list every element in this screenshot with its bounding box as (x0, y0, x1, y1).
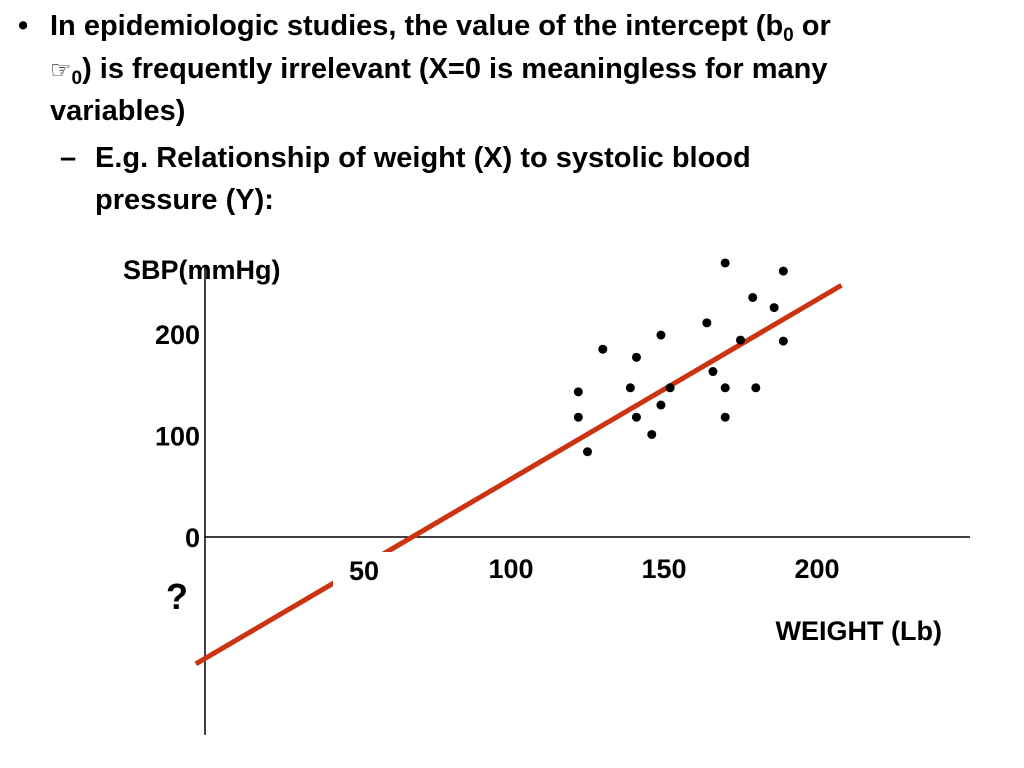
x-tick-label: 50 (349, 556, 379, 586)
data-point (702, 318, 712, 328)
data-point (736, 335, 745, 345)
data-point (656, 400, 666, 410)
data-point (625, 383, 635, 393)
data-point (769, 303, 779, 313)
bullet-line-2: ☞0) is frequently irrelevant (X=0 is mea… (50, 53, 828, 89)
y-tick-label: 0 (185, 523, 200, 553)
data-point (665, 383, 675, 393)
data-point (573, 412, 583, 422)
bullet-marker: • (18, 10, 29, 42)
subbullet-line-1: E.g. Relationship of weight (X) to systo… (95, 142, 751, 174)
regression-line (194, 283, 843, 667)
x-tick-label-background (333, 552, 391, 598)
subbullet-marker: – (60, 142, 77, 174)
data-point (573, 387, 583, 397)
data-point (720, 412, 730, 422)
subbullet-line-2: pressure (Y): (95, 184, 274, 216)
x-tick-label: 200 (794, 554, 839, 584)
data-point (656, 330, 666, 340)
y-tick-label: 100 (155, 422, 200, 452)
x-tick-label: 150 (641, 554, 686, 584)
data-point (708, 367, 718, 377)
x-tick-label: 100 (488, 554, 533, 584)
data-point (631, 412, 641, 422)
y-axis-label: SBP(mmHg) (123, 255, 281, 285)
x-axis-label: WEIGHT (Lb) (776, 616, 942, 646)
data-point (631, 352, 641, 362)
data-point (720, 383, 730, 393)
data-point (751, 383, 761, 393)
beta-symbol-icon: ☞ (50, 56, 72, 84)
intercept-question-mark: ? (166, 576, 188, 617)
bullet-line-3: variables) (50, 95, 186, 127)
data-point (583, 447, 592, 457)
data-point (720, 258, 730, 268)
data-point (778, 266, 788, 276)
y-tick-label: 200 (155, 320, 200, 350)
bullet-line-1: In epidemiologic studies, the value of t… (50, 10, 831, 46)
data-point (748, 292, 758, 302)
data-point (647, 429, 657, 439)
data-point (778, 336, 788, 346)
data-point (598, 344, 608, 354)
